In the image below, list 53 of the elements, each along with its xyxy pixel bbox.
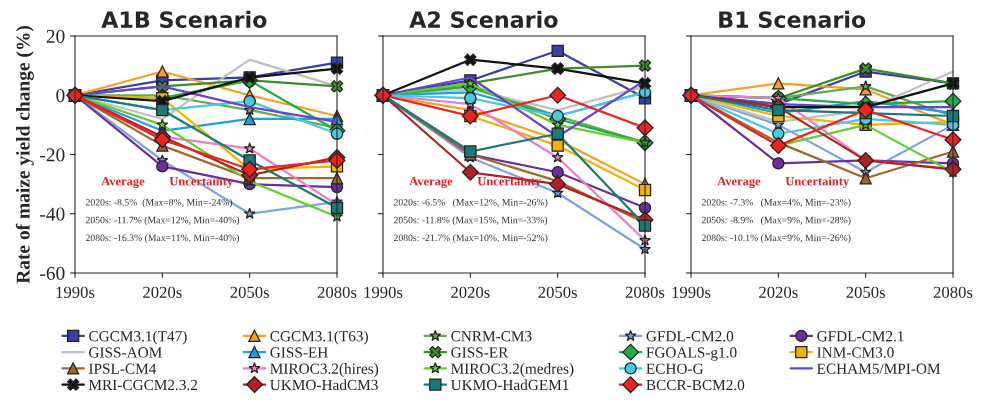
annotation: 2080s: -10.1% (Max=9%, Min=-26%) bbox=[701, 234, 851, 244]
legend-label: GISS-EH bbox=[270, 347, 328, 358]
legend-label: ECHO-G bbox=[646, 363, 704, 374]
x-tick-label: 2020s bbox=[451, 286, 490, 298]
x-tick-label: 2080s bbox=[625, 286, 665, 298]
annotation: Uncertainty bbox=[785, 176, 850, 189]
legend-label: GFDL-CM2.0 bbox=[646, 331, 734, 342]
annotation: 2050s: -11.7% (Max=12%, Min=-40%) bbox=[85, 216, 240, 226]
annotation: 2050s: -11.8% (Max=15%, Min=-33%) bbox=[393, 216, 548, 226]
y-tick-label: -40 bbox=[40, 207, 65, 221]
annotation: 2020s: -7.3% (Max=4%, Min=-23%) bbox=[701, 198, 851, 208]
y-tick-label: -20 bbox=[40, 148, 65, 162]
legend-label: MIROC3.2(hires) bbox=[270, 363, 379, 377]
legend-label: GISS-ER bbox=[451, 347, 509, 358]
annotation: 2020s: -6.5% (Max=12%, Min=-26%) bbox=[393, 198, 548, 208]
x-tick-label: 2080s bbox=[317, 286, 357, 298]
x-tick-label: 2020s bbox=[759, 286, 798, 298]
legend-label: FGOALS-g1.0 bbox=[646, 347, 737, 361]
legend-label: ECHAM5/MPI-OM bbox=[817, 363, 941, 374]
legend-label: CNRM-CM3 bbox=[451, 331, 532, 342]
legend-label: MIROC3.2(medres) bbox=[451, 363, 574, 377]
chart-title: A1B Scenario bbox=[101, 10, 267, 28]
y-tick-label: 20 bbox=[46, 29, 65, 43]
chart-title: A2 Scenario bbox=[409, 10, 558, 28]
x-tick-label: 2050s bbox=[538, 286, 577, 298]
x-tick-label: 1990s bbox=[672, 286, 711, 298]
x-tick-label: 2050s bbox=[230, 286, 269, 298]
legend-label: GISS-AOM bbox=[89, 347, 162, 358]
annotation: 2080s: -16.3% (Max=11%, Min=-40%) bbox=[85, 234, 240, 244]
legend-label: CGCM3.1(T63) bbox=[270, 330, 368, 345]
x-tick-label: 1990s bbox=[56, 286, 95, 298]
legend-label: CGCM3.1(T47) bbox=[89, 330, 187, 345]
legend-label: UKMO-HadCM3 bbox=[270, 379, 378, 391]
y-tick-label: 0 bbox=[56, 89, 65, 103]
annotation: Average bbox=[409, 177, 453, 189]
x-tick-label: 2050s bbox=[846, 286, 885, 298]
x-tick-label: 2080s bbox=[933, 286, 973, 298]
annotation: 2080s: -21.7% (Max=10%, Min=-52%) bbox=[393, 234, 548, 244]
legend-label: BCCR-BCM2.0 bbox=[646, 379, 745, 391]
x-tick-label: 2020s bbox=[143, 286, 182, 298]
y-tick-label: -60 bbox=[40, 266, 65, 280]
annotation: Average bbox=[101, 177, 145, 189]
x-tick-label: 1990s bbox=[364, 286, 403, 298]
y-axis-title: Rate of maize yield change (%) bbox=[15, 26, 34, 284]
legend-label: MRI-CGCM2.3.2 bbox=[88, 379, 198, 391]
legend-label: INM-CM3.0 bbox=[817, 347, 894, 358]
annotation: 2020s: -8.5% (Max=8%, Min=-24%) bbox=[85, 198, 233, 208]
legend-label: UKMO-HadGEM1 bbox=[450, 379, 569, 391]
legend-label: IPSL-CM4 bbox=[88, 363, 157, 374]
annotation: Average bbox=[717, 177, 761, 189]
annotation: 2050s: -8.9% (Max=9%, Min=-28%) bbox=[701, 216, 851, 226]
chart-title: B1 Scenario bbox=[719, 10, 866, 28]
legend-label: GFDL-CM2.1 bbox=[817, 331, 904, 342]
